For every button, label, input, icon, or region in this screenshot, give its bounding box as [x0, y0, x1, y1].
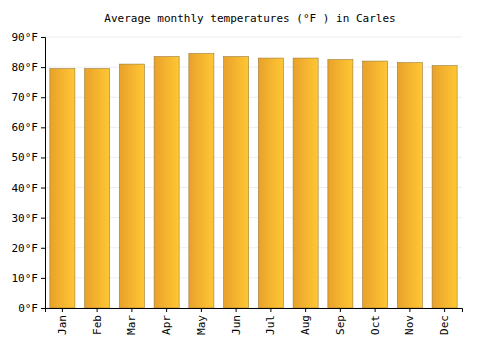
- tick-label: Dec: [438, 315, 451, 335]
- bar: [328, 60, 353, 308]
- tick: Mar: [125, 308, 138, 335]
- tick-label: 80°F: [12, 61, 39, 74]
- bar: [432, 66, 457, 308]
- tick-mark: [201, 308, 202, 312]
- x-axis: Jan Feb Mar Apr May Jun Jul Aug Sep Oct Nov Dec: [46, 308, 463, 335]
- tick-label: May: [195, 315, 208, 335]
- tick-label: 70°F: [12, 91, 39, 104]
- tick-label: Jun: [230, 315, 243, 335]
- tick-mark: [41, 218, 45, 219]
- tick: 0°F: [18, 302, 45, 315]
- y-axis-line: [41, 38, 46, 309]
- grid: [45, 37, 462, 308]
- tick: 40°F: [12, 182, 46, 195]
- tick: Jun: [230, 308, 243, 335]
- tick-label: Sep: [334, 315, 347, 335]
- tick: 50°F: [12, 151, 46, 164]
- tick-label: 0°F: [18, 302, 38, 315]
- tick-mark: [41, 248, 45, 249]
- tick-label: 30°F: [12, 212, 39, 225]
- bar: [50, 69, 75, 308]
- tick-mark: [166, 308, 167, 312]
- plot-area: 0°F 10°F 20°F 30°F 40°F 50°F 60°F 70°F 80°F 90°F J…: [12, 31, 463, 335]
- tick-mark: [375, 308, 376, 312]
- tick: Feb: [91, 308, 104, 335]
- tick-mark: [41, 157, 45, 158]
- tick: Jan: [56, 308, 69, 335]
- bar: [258, 58, 283, 308]
- tick: Jul: [264, 308, 277, 335]
- tick: 10°F: [12, 272, 46, 285]
- bar: [119, 64, 144, 308]
- tick-mark: [340, 308, 341, 312]
- tick-label: Apr: [160, 315, 173, 335]
- tick: Nov: [403, 308, 416, 335]
- tick: Aug: [299, 308, 312, 335]
- tick-mark: [97, 308, 98, 312]
- tick-mark: [41, 97, 45, 98]
- tick: 80°F: [12, 61, 46, 74]
- tick: Apr: [160, 308, 173, 335]
- tick-label: Aug: [299, 315, 312, 335]
- y-axis: 0°F 10°F 20°F 30°F 40°F 50°F 60°F 70°F 80°F 90°F: [12, 31, 46, 315]
- bar: [224, 57, 249, 308]
- tick-mark: [409, 308, 410, 312]
- tick: Oct: [369, 308, 382, 335]
- tick-label: 20°F: [12, 242, 39, 255]
- tick-mark: [41, 188, 45, 189]
- bar: [293, 58, 318, 308]
- tick-label: 90°F: [12, 31, 39, 44]
- tick-mark: [131, 308, 132, 312]
- tick-label: 60°F: [12, 121, 39, 134]
- bars: [50, 54, 457, 308]
- bar: [363, 61, 388, 308]
- bar: [397, 63, 422, 308]
- bar: [154, 57, 179, 308]
- tick-mark: [236, 308, 237, 312]
- tick-mark: [41, 278, 45, 279]
- tick-mark: [41, 37, 45, 38]
- tick-label: 50°F: [12, 151, 39, 164]
- tick-label: Jul: [264, 315, 277, 335]
- tick-label: 10°F: [12, 272, 39, 285]
- tick: 70°F: [12, 91, 46, 104]
- tick-mark: [62, 308, 63, 312]
- tick: 60°F: [12, 121, 46, 134]
- tick-mark: [270, 308, 271, 312]
- tick: 20°F: [12, 242, 46, 255]
- grid-line: [45, 37, 462, 38]
- tick-label: Jan: [56, 315, 69, 335]
- title: Average monthly temperatures (°F ) in Ca…: [104, 12, 395, 25]
- tick: 30°F: [12, 212, 46, 225]
- tick-mark: [444, 308, 445, 312]
- tick-mark: [305, 308, 306, 312]
- tick: Dec: [438, 308, 451, 335]
- tick-label: Mar: [125, 315, 138, 335]
- tick: Sep: [334, 308, 347, 335]
- tick-mark: [41, 67, 45, 68]
- x-axis-line: [46, 309, 463, 313]
- tick-label: Nov: [403, 315, 416, 335]
- tick: 90°F: [12, 31, 46, 44]
- tick-mark: [41, 308, 45, 309]
- tick: May: [195, 308, 208, 335]
- tick-mark: [41, 127, 45, 128]
- tick-label: Feb: [91, 315, 104, 335]
- bar: [85, 69, 110, 308]
- bar: [189, 54, 214, 308]
- chart: 0°F 10°F 20°F 30°F 40°F 50°F 60°F 70°F 80°F 90°F J…: [0, 0, 500, 350]
- tick-label: 40°F: [12, 182, 39, 195]
- tick-label: Oct: [369, 315, 382, 335]
